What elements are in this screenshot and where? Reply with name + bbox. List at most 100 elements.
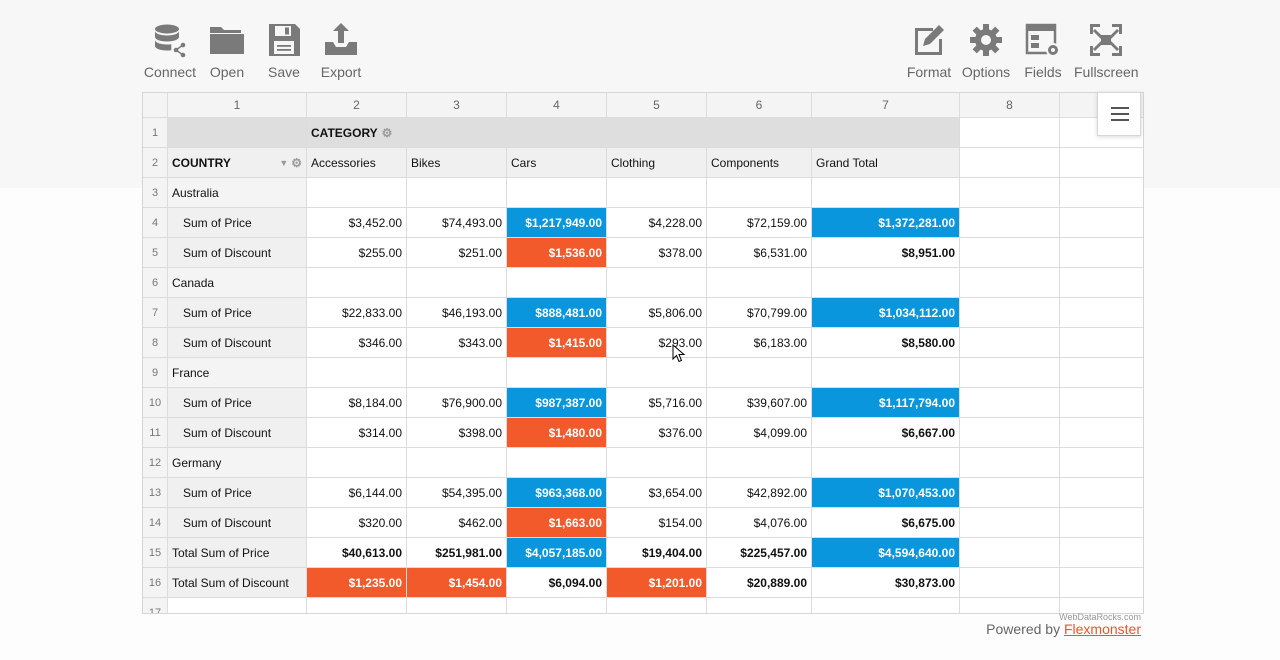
value-cell[interactable]: $376.00 — [607, 418, 707, 448]
country-row-label[interactable]: France — [168, 358, 307, 388]
fields-button[interactable]: Fields — [1011, 20, 1075, 80]
value-cell[interactable]: $1,117,794.00 — [812, 388, 960, 418]
value-cell[interactable] — [407, 448, 507, 478]
category-column-header[interactable]: Components — [707, 148, 812, 178]
value-cell[interactable]: $6,183.00 — [707, 328, 812, 358]
country-row-label[interactable]: Canada — [168, 268, 307, 298]
row-number[interactable]: 8 — [143, 328, 168, 358]
value-cell[interactable]: $5,716.00 — [607, 388, 707, 418]
flexmonster-link[interactable]: Flexmonster — [1063, 621, 1141, 637]
value-cell[interactable]: $320.00 — [307, 508, 407, 538]
category-column-header[interactable]: Grand Total — [812, 148, 960, 178]
value-cell[interactable]: $6,531.00 — [707, 238, 812, 268]
value-cell[interactable]: $4,594,640.00 — [812, 538, 960, 568]
value-cell[interactable] — [307, 448, 407, 478]
total-row-label[interactable]: Total Sum of Discount — [168, 568, 307, 598]
fullscreen-button[interactable]: Fullscreen — [1074, 20, 1139, 80]
options-button[interactable]: Options — [954, 20, 1018, 80]
measure-row-label[interactable]: Sum of Discount — [168, 418, 307, 448]
value-cell[interactable]: $6,675.00 — [812, 508, 960, 538]
row-number[interactable]: 11 — [143, 418, 168, 448]
value-cell[interactable]: $3,452.00 — [307, 208, 407, 238]
value-cell[interactable] — [607, 448, 707, 478]
row-number[interactable]: 5 — [143, 238, 168, 268]
value-cell[interactable] — [812, 448, 960, 478]
pivot-grid[interactable]: 1 2 3 4 5 6 7 8 1 2 3 4 5 6 7 8 9 10 11 12 13 14 15 16 17 CATEGOR… — [142, 92, 1144, 614]
value-cell[interactable]: $1,663.00 — [507, 508, 607, 538]
value-cell[interactable]: $987,387.00 — [507, 388, 607, 418]
column-header[interactable]: 3 — [407, 93, 507, 118]
value-cell[interactable]: $4,076.00 — [707, 508, 812, 538]
value-cell[interactable]: $346.00 — [307, 328, 407, 358]
value-cell[interactable]: $8,580.00 — [812, 328, 960, 358]
row-number[interactable]: 13 — [143, 478, 168, 508]
value-cell[interactable]: $54,395.00 — [407, 478, 507, 508]
value-cell[interactable]: $888,481.00 — [507, 298, 607, 328]
column-header[interactable]: 1 — [168, 93, 307, 118]
connect-button[interactable]: Connect — [138, 20, 202, 80]
measure-row-label[interactable]: Sum of Discount — [168, 508, 307, 538]
country-gear-icon[interactable]: ⚙ — [291, 155, 302, 170]
value-cell[interactable] — [707, 448, 812, 478]
row-number[interactable]: 12 — [143, 448, 168, 478]
row-number[interactable]: 6 — [143, 268, 168, 298]
value-cell[interactable] — [607, 358, 707, 388]
value-cell[interactable]: $6,094.00 — [507, 568, 607, 598]
value-cell[interactable]: $251.00 — [407, 238, 507, 268]
value-cell[interactable] — [507, 178, 607, 208]
country-row-label[interactable]: Germany — [168, 448, 307, 478]
value-cell[interactable]: $70,799.00 — [707, 298, 812, 328]
country-header[interactable]: COUNTRY ▼ ⚙ — [168, 148, 307, 178]
value-cell[interactable] — [307, 358, 407, 388]
value-cell[interactable] — [307, 268, 407, 298]
value-cell[interactable]: $343.00 — [407, 328, 507, 358]
row-number[interactable]: 16 — [143, 568, 168, 598]
value-cell[interactable]: $42,892.00 — [707, 478, 812, 508]
value-cell[interactable]: $1,235.00 — [307, 568, 407, 598]
column-header[interactable]: 7 — [812, 93, 960, 118]
measure-row-label[interactable]: Sum of Discount — [168, 328, 307, 358]
value-cell[interactable] — [812, 268, 960, 298]
value-cell[interactable]: $1,415.00 — [507, 328, 607, 358]
value-cell[interactable] — [607, 268, 707, 298]
value-cell[interactable]: $5,806.00 — [607, 298, 707, 328]
row-number[interactable]: 10 — [143, 388, 168, 418]
total-row-label[interactable]: Total Sum of Price — [168, 538, 307, 568]
value-cell[interactable]: $1,034,112.00 — [812, 298, 960, 328]
value-cell[interactable]: $378.00 — [607, 238, 707, 268]
value-cell[interactable]: $8,951.00 — [812, 238, 960, 268]
value-cell[interactable]: $76,900.00 — [407, 388, 507, 418]
value-cell[interactable]: $154.00 — [607, 508, 707, 538]
export-button[interactable]: Export — [309, 20, 373, 80]
value-cell[interactable]: $1,480.00 — [507, 418, 607, 448]
value-cell[interactable]: $398.00 — [407, 418, 507, 448]
value-cell[interactable] — [307, 178, 407, 208]
category-header[interactable]: CATEGORY ⚙ — [307, 118, 960, 148]
value-cell[interactable]: $39,607.00 — [707, 388, 812, 418]
value-cell[interactable] — [407, 268, 507, 298]
value-cell[interactable] — [407, 358, 507, 388]
row-number[interactable]: 3 — [143, 178, 168, 208]
grid-menu-button[interactable] — [1097, 92, 1141, 136]
value-cell[interactable] — [507, 448, 607, 478]
format-button[interactable]: Format — [897, 20, 961, 80]
filter-icon[interactable]: ▼ — [279, 157, 289, 168]
value-cell[interactable]: $74,493.00 — [407, 208, 507, 238]
value-cell[interactable]: $251,981.00 — [407, 538, 507, 568]
measure-row-label[interactable]: Sum of Price — [168, 208, 307, 238]
measure-row-label[interactable]: Sum of Discount — [168, 238, 307, 268]
country-row-label[interactable]: Australia — [168, 178, 307, 208]
row-number[interactable]: 1 — [143, 118, 168, 148]
value-cell[interactable]: $314.00 — [307, 418, 407, 448]
row-number[interactable]: 7 — [143, 298, 168, 328]
value-cell[interactable] — [607, 178, 707, 208]
value-cell[interactable]: $963,368.00 — [507, 478, 607, 508]
value-cell[interactable]: $255.00 — [307, 238, 407, 268]
row-number[interactable]: 2 — [143, 148, 168, 178]
value-cell[interactable]: $20,889.00 — [707, 568, 812, 598]
save-button[interactable]: Save — [252, 20, 316, 80]
category-column-header[interactable]: Clothing — [607, 148, 707, 178]
value-cell[interactable]: $4,228.00 — [607, 208, 707, 238]
category-gear-icon[interactable]: ⚙ — [381, 125, 393, 140]
value-cell[interactable] — [812, 178, 960, 208]
